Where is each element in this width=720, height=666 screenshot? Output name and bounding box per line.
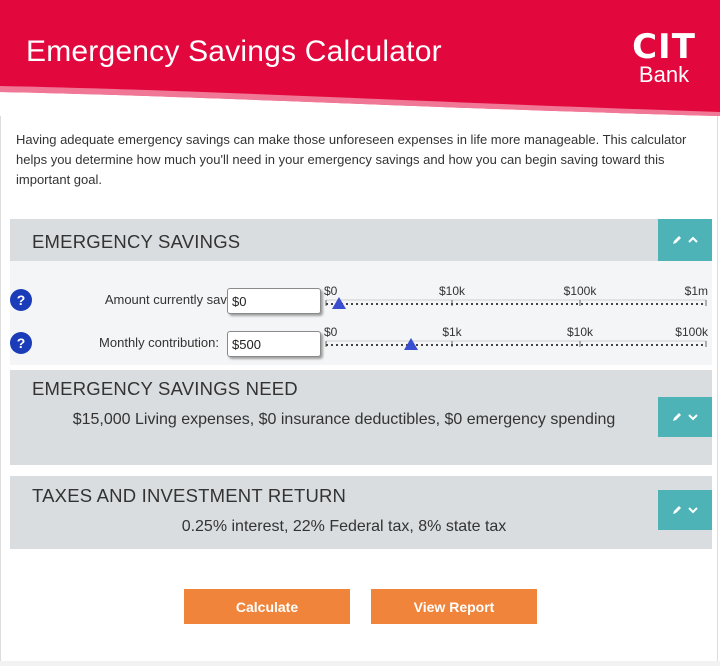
slider-panel (10, 261, 712, 365)
header-banner: Emergency Savings Calculator CIT Bank (0, 0, 720, 116)
slider-tick-label: $0 (324, 325, 338, 339)
section-title: TAXES AND INVESTMENT RETURN (32, 485, 347, 506)
slider-tick-label: $1k (442, 325, 462, 339)
slider-thumb-marker[interactable] (331, 296, 347, 310)
slider-tick-label: $0 (324, 284, 338, 298)
slider-tick-label: $100k (563, 284, 597, 298)
calculate-button[interactable]: Calculate (184, 589, 350, 624)
monthly-contribution-label: Monthly contribution: (99, 335, 219, 350)
section-emergency-savings: EMERGENCY SAVINGS (10, 219, 712, 261)
intro-text: Having adequate emergency savings can ma… (16, 132, 687, 187)
slider-tick-label: $10k (438, 284, 466, 298)
logo-text-top: CIT (632, 27, 696, 67)
help-question-icon[interactable]: ? (10, 289, 32, 311)
section-summary: $15,000 Living expenses, $0 insurance de… (72, 411, 616, 428)
section-title: EMERGENCY SAVINGS (32, 231, 241, 252)
amount-saved-label: Amount currently saved: (104, 292, 245, 307)
slider-row-amount-saved: ? Amount currently saved: $0 $10k $100k … (0, 284, 720, 320)
amount-saved-input[interactable] (227, 288, 321, 314)
slider-track (325, 299, 707, 306)
chevron-down-icon (688, 507, 698, 514)
logo-text-bottom: Bank (638, 62, 690, 87)
section-taxes-investment-return: TAXES AND INVESTMENT RETURN 0.25% intere… (10, 476, 712, 549)
help-question-icon[interactable]: ? (10, 332, 32, 354)
cit-bank-logo: CIT Bank (626, 30, 702, 92)
monthly-contribution-slider[interactable]: $0 $1k $10k $100k (324, 325, 708, 361)
slider-thumb-marker[interactable] (403, 337, 419, 351)
slider-row-monthly-contribution: ? Monthly contribution: $0 $1k $10k $100… (0, 325, 720, 361)
footer-divider (0, 661, 720, 666)
expand-toggle-button[interactable] (658, 490, 712, 530)
slider-tick-label: $10k (566, 325, 594, 339)
collapse-toggle-button[interactable] (658, 219, 712, 261)
header-sweep-graphic (0, 86, 720, 116)
chevron-down-icon (688, 414, 698, 421)
chevron-up-icon (688, 236, 698, 243)
pencil-icon (673, 236, 681, 244)
page-title: Emergency Savings Calculator (26, 35, 442, 68)
pencil-icon (673, 506, 681, 514)
section-emergency-savings-need: EMERGENCY SAVINGS NEED $15,000 Living ex… (10, 370, 712, 465)
amount-saved-slider[interactable]: $0 $10k $100k $1m (324, 284, 708, 320)
section-summary: 0.25% interest, 22% Federal tax, 8% stat… (181, 518, 507, 535)
section-title: EMERGENCY SAVINGS NEED (32, 378, 298, 399)
expand-toggle-button[interactable] (658, 397, 712, 437)
monthly-contribution-input[interactable] (227, 331, 321, 357)
slider-tick-label: $1m (684, 284, 708, 298)
slider-track (325, 340, 707, 347)
view-report-button[interactable]: View Report (371, 589, 537, 624)
slider-tick-label: $100k (675, 325, 708, 339)
pencil-icon (673, 413, 681, 421)
